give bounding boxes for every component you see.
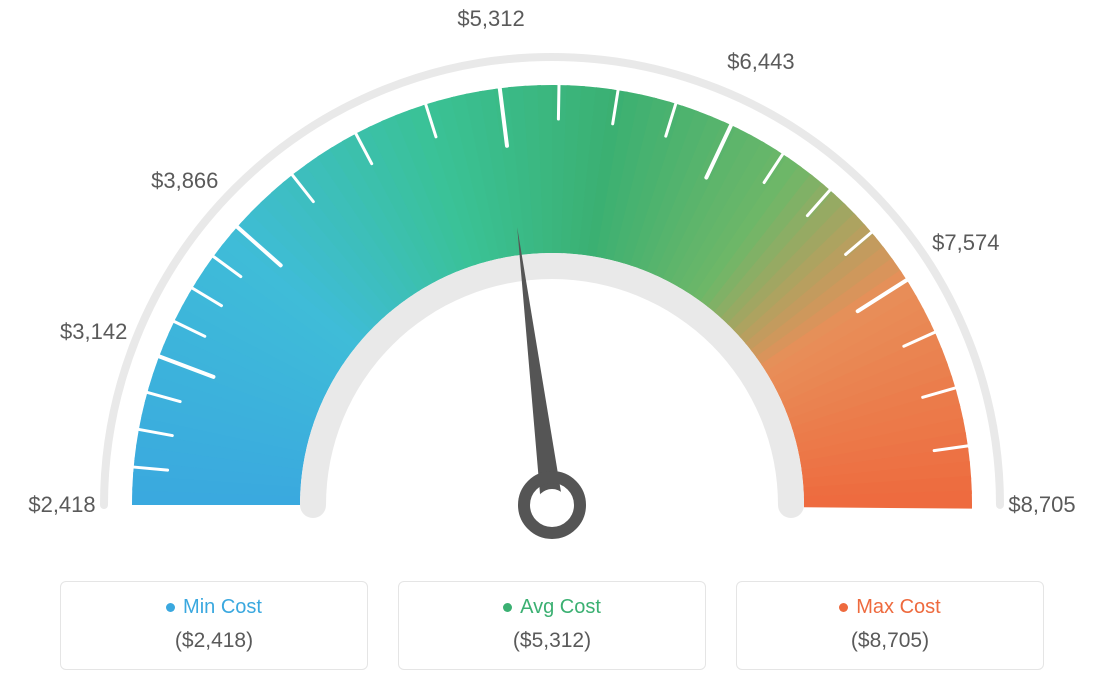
legend-value-max: ($8,705) [747, 629, 1033, 653]
legend-value-avg: ($5,312) [409, 629, 695, 653]
legend-dot-icon [839, 603, 848, 612]
legend-title-avg: Avg Cost [503, 596, 601, 619]
legend-title-min: Min Cost [166, 596, 262, 619]
legend-title-text: Min Cost [183, 596, 262, 619]
legend-dot-icon [503, 603, 512, 612]
legend-title-text: Max Cost [856, 596, 940, 619]
gauge-svg [0, 0, 1104, 560]
gauge-area: $2,418$3,142$3,866$5,312$6,443$7,574$8,7… [0, 0, 1104, 560]
legend-card-max: Max Cost ($8,705) [736, 581, 1044, 670]
gauge-chart-container: $2,418$3,142$3,866$5,312$6,443$7,574$8,7… [0, 0, 1104, 690]
legend-card-min: Min Cost ($2,418) [60, 581, 368, 670]
legend-card-avg: Avg Cost ($5,312) [398, 581, 706, 670]
legend-row: Min Cost ($2,418) Avg Cost ($5,312) Max … [0, 581, 1104, 670]
legend-title-text: Avg Cost [520, 596, 601, 619]
legend-dot-icon [166, 603, 175, 612]
legend-title-max: Max Cost [839, 596, 940, 619]
legend-value-min: ($2,418) [71, 629, 357, 653]
